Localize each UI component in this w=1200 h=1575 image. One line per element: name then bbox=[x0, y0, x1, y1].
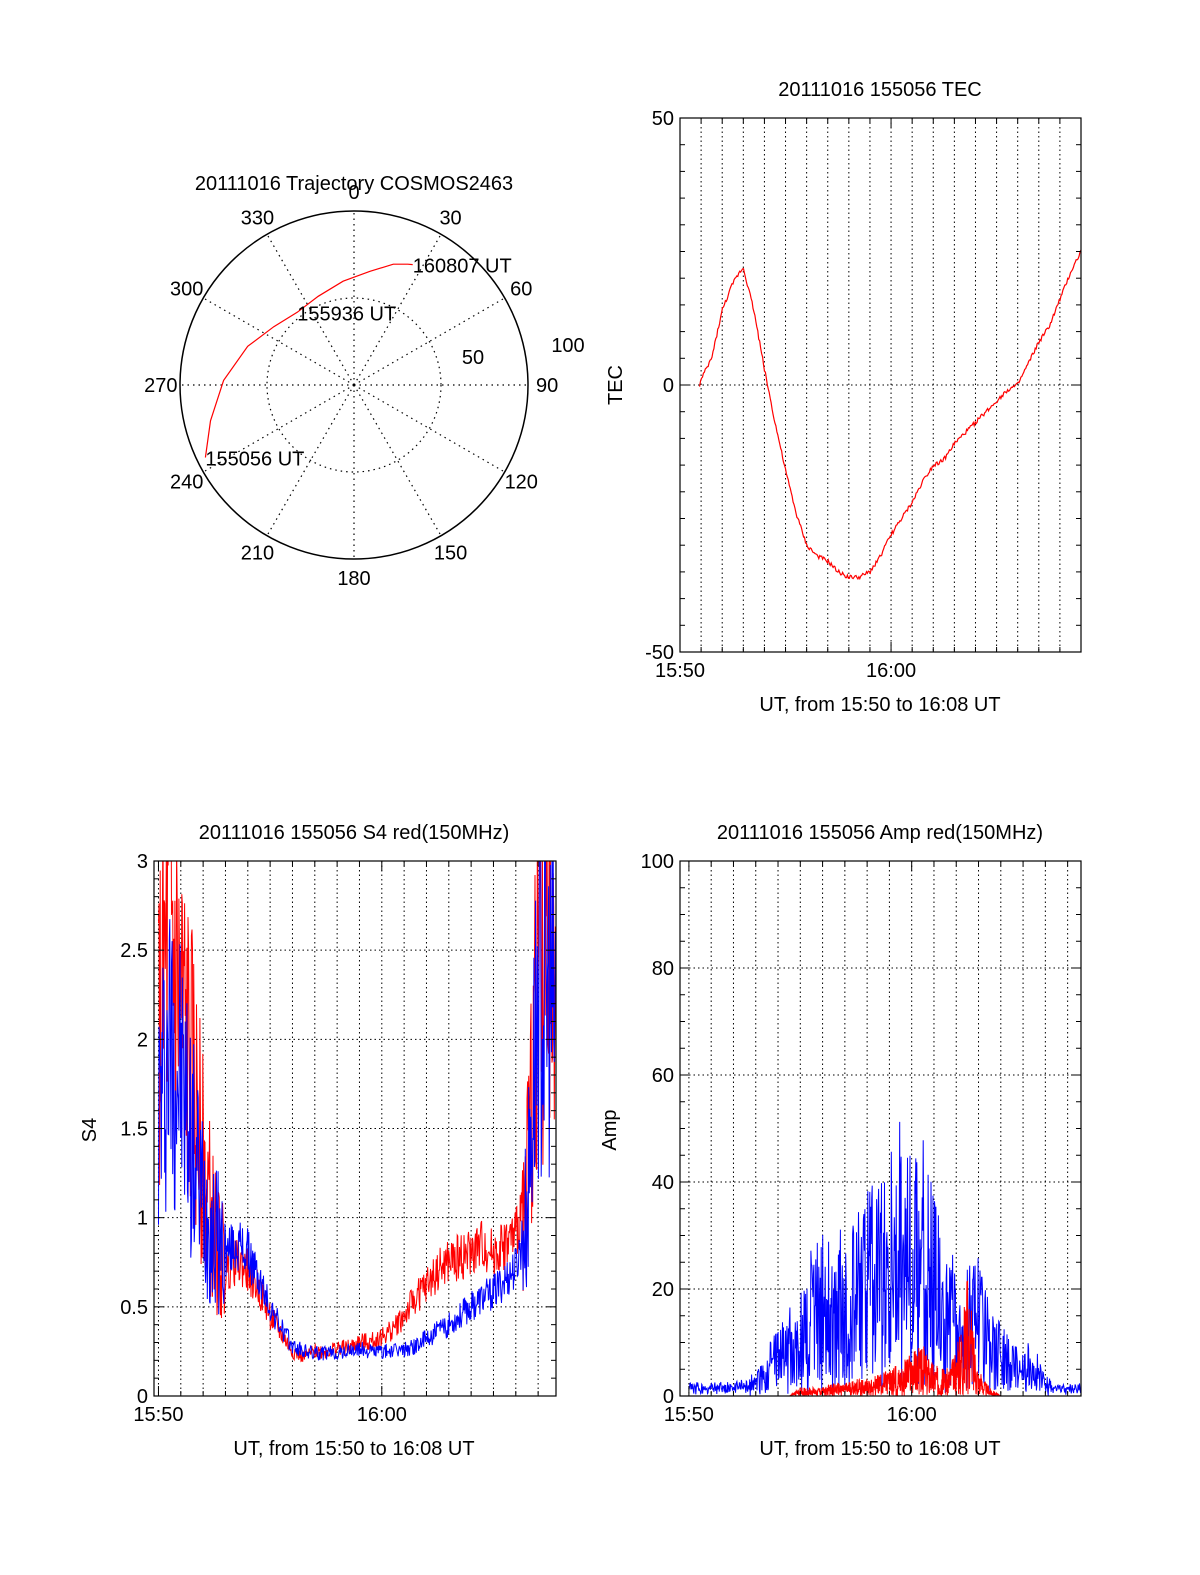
polar-azimuth-label: 150 bbox=[434, 542, 467, 564]
polar-trajectory bbox=[204, 263, 413, 458]
polar-azimuth-label: 120 bbox=[505, 472, 538, 494]
y-tick-label: 0 bbox=[137, 1386, 148, 1408]
y-tick-label: 20 bbox=[652, 1279, 674, 1301]
polar-spoke bbox=[353, 297, 505, 386]
x-tick-label: 15:50 bbox=[655, 660, 705, 682]
s4-panel: 20111016 155056 S4 red(150MHz) 15:50 16:0… bbox=[79, 822, 557, 1460]
polar-spoke bbox=[203, 297, 355, 386]
y-tick-label: 0.5 bbox=[120, 1297, 148, 1319]
polar-azimuth-label: 270 bbox=[144, 375, 177, 397]
polar-azimuth-label: 240 bbox=[170, 472, 203, 494]
polar-azimuth-label: 300 bbox=[170, 278, 203, 300]
series-line bbox=[788, 1280, 1001, 1396]
tec-title: 20111016 155056 TEC bbox=[778, 79, 982, 101]
tec-ylabel: TEC bbox=[605, 365, 627, 405]
x-tick-label: 15:50 bbox=[133, 1404, 183, 1426]
series-group bbox=[158, 861, 556, 1363]
polar-spoke bbox=[203, 384, 355, 473]
polar-spoke bbox=[353, 234, 442, 386]
polar-time-annotation: 155056 UT bbox=[205, 448, 304, 470]
plot-frame bbox=[679, 117, 1082, 653]
polar-trajectory-line bbox=[204, 263, 413, 458]
y-tick-label: 3 bbox=[137, 851, 148, 873]
plot-frame bbox=[679, 860, 1082, 1397]
polar-azimuth-label: 210 bbox=[241, 542, 274, 564]
x-tick-label: 16:00 bbox=[357, 1404, 407, 1426]
polar-azimuth-labels: 0 30 60 90 120 150 180 210 240 270 300 330 bbox=[144, 182, 558, 590]
x-tick-label: 16:00 bbox=[866, 660, 916, 682]
polar-azimuth-label: 330 bbox=[241, 208, 274, 230]
polar-spoke bbox=[266, 234, 355, 386]
amp-panel: 20111016 155056 Amp red(150MHz) 15:50 16:… bbox=[599, 822, 1082, 1460]
y-tick-label: 100 bbox=[641, 851, 674, 873]
s4-title: 20111016 155056 S4 red(150MHz) bbox=[199, 822, 510, 844]
polar-ring-label-50: 50 bbox=[462, 347, 484, 369]
polar-title: 20111016 Trajectory COSMOS2463 bbox=[195, 173, 513, 195]
tec-xlabel: UT, from 15:50 to 16:08 UT bbox=[759, 694, 1000, 716]
polar-ring-label-100: 100 bbox=[551, 335, 584, 357]
polar-outer-ring bbox=[179, 210, 529, 560]
x-tick-label: 15:50 bbox=[664, 1404, 714, 1426]
y-tick-label: 40 bbox=[652, 1172, 674, 1194]
polar-time-annotation: 155936 UT bbox=[297, 303, 396, 325]
polar-azimuth-label: 60 bbox=[510, 278, 532, 300]
s4-ylabel: S4 bbox=[79, 1118, 101, 1142]
amp-ylabel: Amp bbox=[599, 1109, 621, 1150]
polar-ring-50 bbox=[266, 297, 442, 473]
y-tick-label: 1.5 bbox=[120, 1119, 148, 1141]
tec-plot: 15:50 16:00 -50 0 50 bbox=[645, 108, 1082, 682]
polar-annotations: 155056 UT 155936 UT 160807 UT bbox=[205, 256, 511, 471]
polar-azimuth-label: 180 bbox=[337, 568, 370, 590]
y-tick-label: 2.5 bbox=[120, 940, 148, 962]
amp-title: 20111016 155056 Amp red(150MHz) bbox=[717, 822, 1043, 844]
s4-plot: 15:50 16:00 0 0.5 1 1.5 2 2.5 3 bbox=[120, 851, 557, 1426]
polar-spoke bbox=[353, 384, 505, 473]
series-line bbox=[688, 1121, 1081, 1396]
series-line bbox=[699, 249, 1081, 581]
series-line bbox=[158, 861, 556, 1361]
plot-frame bbox=[153, 860, 557, 1397]
series-group bbox=[688, 1121, 1081, 1396]
x-tick-label: 16:00 bbox=[887, 1404, 937, 1426]
y-tick-label: 1 bbox=[137, 1208, 148, 1230]
polar-azimuth-label: 90 bbox=[536, 375, 558, 397]
polar-azimuth-label: 30 bbox=[439, 208, 461, 230]
polar-panel: 20111016 Trajectory COSMOS2463 0 30 60 90 12… bbox=[144, 173, 585, 590]
amp-xlabel: UT, from 15:50 to 16:08 UT bbox=[759, 1438, 1000, 1460]
y-tick-label: 60 bbox=[652, 1065, 674, 1087]
y-tick-label: 2 bbox=[137, 1029, 148, 1051]
polar-spoke bbox=[353, 384, 442, 536]
tec-panel: 20111016 155056 TEC 15:50 16:00 -50 0 50 UT,… bbox=[605, 79, 1082, 716]
polar-grid bbox=[179, 210, 529, 560]
y-tick-label: 80 bbox=[652, 958, 674, 980]
y-tick-label: 50 bbox=[652, 108, 674, 130]
y-tick-label: 0 bbox=[663, 1386, 674, 1408]
amp-plot: 15:50 16:00 0 20 40 60 80 100 bbox=[641, 851, 1082, 1426]
polar-spoke bbox=[266, 384, 355, 536]
y-tick-label: -50 bbox=[645, 642, 674, 664]
series-group bbox=[699, 249, 1081, 581]
polar-time-annotation: 160807 UT bbox=[413, 256, 512, 278]
y-tick-label: 0 bbox=[663, 375, 674, 397]
s4-xlabel: UT, from 15:50 to 16:08 UT bbox=[233, 1438, 474, 1460]
polar-azimuth-label: 0 bbox=[348, 182, 359, 204]
